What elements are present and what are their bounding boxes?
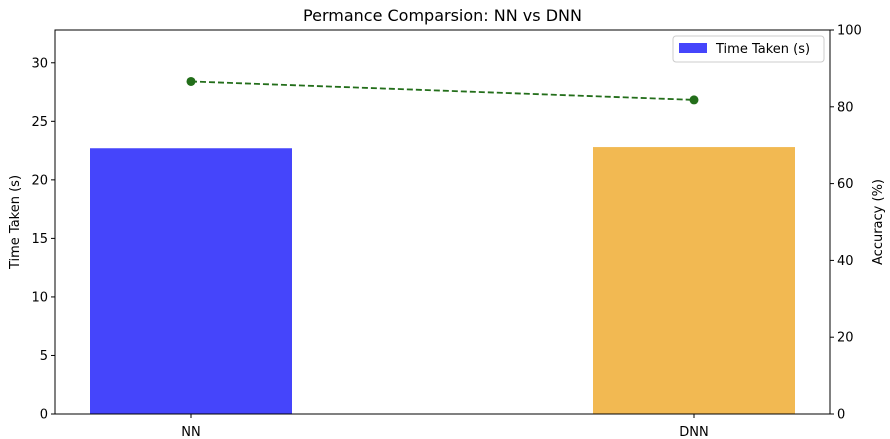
y-left-tick-label: 30 — [31, 56, 48, 71]
y-right-tick-label: 0 — [837, 408, 845, 423]
y-left-tick-label: 15 — [31, 232, 48, 247]
y-right-tick-label: 20 — [837, 331, 854, 346]
accuracy-line — [190, 80, 695, 101]
legend: Time Taken (s) — [672, 35, 825, 63]
accuracy-point-dnn — [689, 95, 699, 105]
accuracy-line-layer — [186, 76, 699, 105]
x-tick-label-nn: NN — [181, 425, 200, 439]
bar-nn — [90, 148, 292, 414]
plot-frame — [54, 29, 831, 415]
y-left-tick-label: 25 — [31, 115, 48, 130]
y-right-tick-label: 60 — [837, 177, 854, 192]
x-tick-label-dnn: DNN — [679, 425, 708, 439]
y-axis-left-title: Time Taken (s) — [8, 175, 23, 270]
axes-layer: 0 5 10 15 20 25 30 0 20 40 60 80 100 NN DNN — [31, 24, 861, 439]
y-right-tick-label: 40 — [837, 254, 854, 269]
bars-layer — [90, 147, 795, 414]
legend-box — [672, 35, 825, 63]
legend-swatch-time-taken — [679, 43, 707, 53]
legend-label-time-taken: Time Taken (s) — [715, 42, 810, 57]
chart-title: Permance Comparsion: NN vs DNN — [303, 6, 582, 25]
y-left-tick-label: 5 — [40, 349, 48, 364]
y-axis-right-title: Accuracy (%) — [871, 179, 886, 265]
accuracy-point-nn — [186, 76, 196, 86]
y-right-tick-label: 80 — [837, 100, 854, 115]
y-right-tick-label: 100 — [837, 24, 862, 39]
y-left-tick-label: 10 — [31, 290, 48, 305]
y-left-tick-label: 20 — [31, 173, 48, 188]
bar-dnn — [593, 147, 795, 414]
y-left-tick-label: 0 — [40, 408, 48, 423]
